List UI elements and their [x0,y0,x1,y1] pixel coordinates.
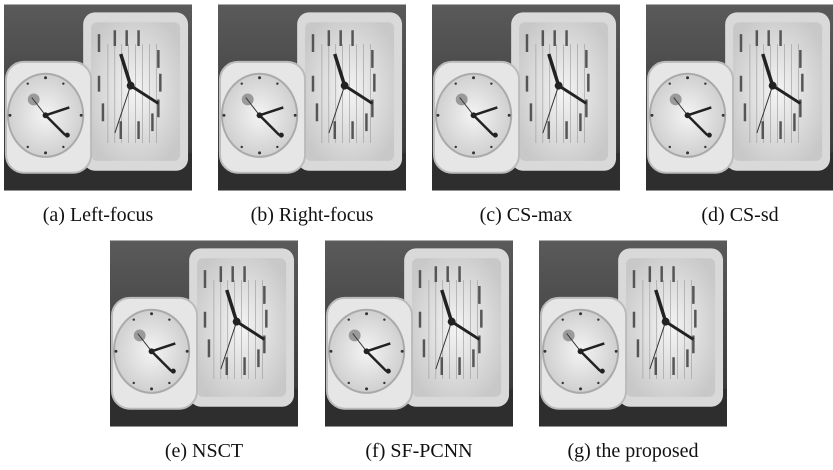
panel-caption: (e) NSCT [165,440,243,462]
panel-caption: (g) the proposed [567,440,698,462]
panel-image [325,240,513,426]
panel-image [110,240,298,426]
panel-caption: (f) SF-PCNN [365,440,472,462]
panel-caption: (c) CS-max [480,204,573,226]
panel-caption: (d) CS-sd [701,204,778,226]
panel-image [218,4,406,190]
panel-caption: (a) Left-focus [43,204,154,226]
panel-image [4,4,192,190]
panel-image [432,4,620,190]
figure: (a) Left-focus (b) Right-focus (c) CS-max (… [0,0,833,470]
panel-caption: (b) Right-focus [251,204,374,226]
panel-image [539,240,727,426]
panel-image [646,4,833,190]
